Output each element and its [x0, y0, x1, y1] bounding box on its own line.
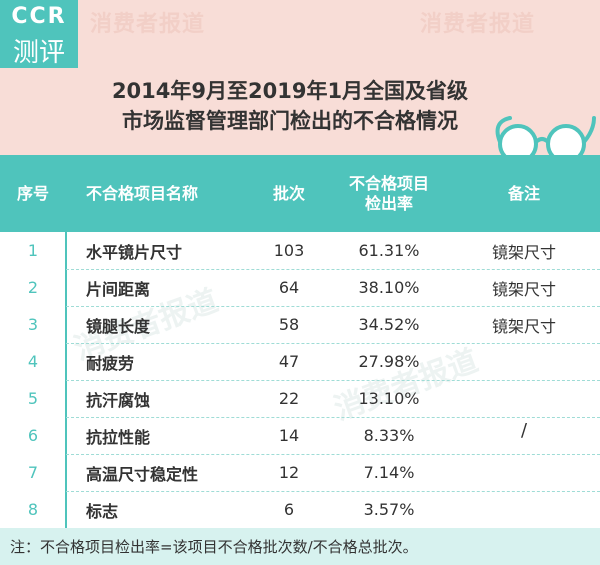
- cell-no: 1: [27, 241, 39, 260]
- title-line-1: 2014年9月至2019年1月全国及省级: [111, 79, 469, 103]
- cell-rate: 61.31%: [358, 241, 420, 260]
- watermark: 消费者报道: [90, 11, 206, 37]
- cell-name: 高温尺寸稳定性: [86, 464, 199, 484]
- glasses-icon: [495, 116, 596, 155]
- cell-rate: 3.57%: [363, 500, 415, 519]
- row-divider: [66, 380, 600, 381]
- table-row: 5 抗汗腐蚀 22 13.10%: [0, 380, 600, 417]
- header-rate-line-1: 不合格项目: [348, 173, 429, 193]
- row-divider: [66, 306, 600, 307]
- row-divider: [66, 417, 600, 418]
- cell-rate: 38.10%: [358, 278, 420, 297]
- cell-name: 耐疲劳: [86, 353, 135, 373]
- cell-rate: 27.98%: [358, 352, 420, 371]
- table-row: 7 高温尺寸稳定性 12 7.14%: [0, 454, 600, 491]
- cell-name: 镜腿长度: [86, 316, 151, 336]
- cell-rate: 34.52%: [358, 315, 420, 334]
- footnote: 注：不合格项目检出率=该项目不合格批次数/不合格总批次。: [0, 528, 600, 565]
- table-body: 1 水平镜片尺寸 103 61.31% 镜架尺寸 2 片间距离 64 38.10…: [0, 232, 600, 528]
- cell-no: 2: [27, 278, 39, 297]
- row-divider: [66, 454, 600, 455]
- cell-no: 7: [27, 463, 39, 482]
- cell-batches: 103: [273, 241, 305, 260]
- cell-name: 水平镜片尺寸: [86, 242, 183, 262]
- cell-remark: 镜架尺寸: [491, 279, 556, 299]
- logo-top-text: CCR: [11, 4, 67, 29]
- table-row: 2 片间距离 64 38.10% 镜架尺寸: [0, 269, 600, 306]
- cell-rate: 7.14%: [363, 463, 415, 482]
- logo-bottom-text: 测评: [12, 38, 65, 68]
- cell-batches: 64: [278, 278, 300, 297]
- header-cell-name: 不合格项目名称: [86, 183, 199, 203]
- cell-batches: 58: [278, 315, 300, 334]
- cell-rate: 8.33%: [363, 426, 415, 445]
- cell-batches: 47: [278, 352, 300, 371]
- watermark: 消费者报道: [420, 11, 536, 37]
- header-cell-batches: 批次: [272, 183, 305, 203]
- header-cell-rate: 不合格项目 检出率: [330, 155, 448, 232]
- page-title: 2014年9月至2019年1月全国及省级 市场监督管理部门检出的不合格情况: [40, 76, 540, 136]
- cell-no: 8: [27, 500, 39, 519]
- cell-remark: 镜架尺寸: [491, 316, 556, 336]
- cell-name: 标志: [86, 501, 119, 521]
- cell-name: 抗汗腐蚀: [86, 390, 151, 410]
- header-banner: CCR 测评 消费者报道 消费者报道 2014年9月至2019年1月全国及省级 …: [0, 0, 600, 155]
- cell-name: 抗拉性能: [86, 427, 151, 447]
- cell-remark: 镜架尺寸: [491, 242, 556, 262]
- merged-remark-slash: /: [520, 420, 528, 441]
- cell-batches: 14: [278, 426, 300, 445]
- title-line-2-prefix: 市场监督管理部门检出的: [122, 109, 353, 133]
- header-cell-no: 序号: [16, 183, 49, 203]
- header-cell-remark: 备注: [507, 183, 540, 203]
- cell-no: 3: [27, 315, 39, 334]
- table-row: 6 抗拉性能 14 8.33%: [0, 417, 600, 454]
- cell-name: 片间距离: [86, 279, 151, 299]
- table-header: 序号 不合格项目名称 批次 不合格项目 检出率 备注: [0, 155, 600, 232]
- table-row: 4 耐疲劳 47 27.98%: [0, 343, 600, 380]
- table-row: 1 水平镜片尺寸 103 61.31% 镜架尺寸: [0, 232, 600, 269]
- cell-no: 4: [27, 352, 39, 371]
- cell-batches: 12: [278, 463, 300, 482]
- cell-no: 5: [27, 389, 39, 408]
- row-divider: [66, 491, 600, 492]
- cell-no: 6: [27, 426, 39, 445]
- cell-rate: 13.10%: [358, 389, 420, 408]
- table-row: 3 镜腿长度 58 34.52% 镜架尺寸: [0, 306, 600, 343]
- table-row: 8 标志 6 3.57%: [0, 491, 600, 528]
- row-divider: [66, 343, 600, 344]
- title-highlight: 不合格情况: [353, 109, 458, 133]
- cell-batches: 22: [278, 389, 300, 408]
- header-rate-line-2: 检出率: [364, 193, 413, 213]
- cell-batches: 6: [283, 500, 295, 519]
- title-line-2: 市场监督管理部门检出的不合格情况: [40, 106, 540, 136]
- row-divider: [66, 269, 600, 270]
- ccr-logo: CCR 测评: [0, 0, 78, 68]
